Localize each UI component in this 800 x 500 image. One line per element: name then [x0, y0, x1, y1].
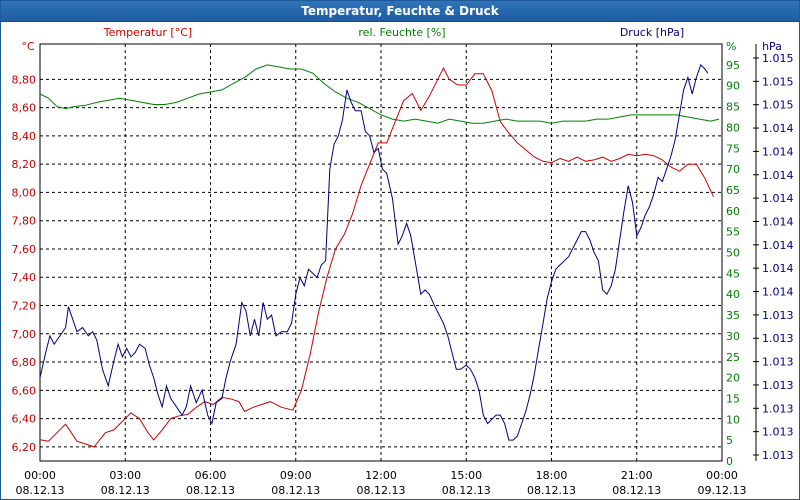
- x-tick-time: 00:00: [24, 469, 56, 482]
- humidity-tick-label: 95: [726, 59, 740, 72]
- pressure-tick-label: 1.014: [762, 145, 794, 158]
- x-tick-date: 08.12.13: [16, 484, 65, 497]
- pressure-tick-label: 1.013: [762, 449, 794, 462]
- temperature-tick-label: 6,60: [12, 384, 37, 397]
- pressure-tick-label: 1.014: [762, 215, 794, 228]
- series-line-humidity: [39, 64, 720, 124]
- humidity-tick-label: 40: [726, 288, 740, 301]
- pressure-tick-label: 1.013: [762, 332, 794, 345]
- humidity-tick-label: 80: [726, 121, 740, 134]
- x-tick-date: 08.12.13: [357, 484, 406, 497]
- humidity-tick-label: 0: [726, 455, 733, 468]
- pressure-tick-label: 1.013: [762, 356, 794, 369]
- x-tick-time: 09:00: [280, 469, 312, 482]
- humidity-tick-label: 75: [726, 142, 740, 155]
- pressure-tick-label: 1.014: [762, 192, 794, 205]
- pressure-tick-label: 1.015: [762, 52, 794, 65]
- temperature-tick-label: 6,40: [12, 413, 37, 426]
- series-line-temperature: [39, 66, 714, 448]
- x-tick-time: 15:00: [450, 469, 482, 482]
- temperature-tick-label: 7,60: [12, 243, 37, 256]
- humidity-tick-label: 15: [726, 392, 740, 405]
- humidity-tick-label: 25: [726, 351, 740, 364]
- temperature-tick-label: 7,20: [12, 300, 37, 313]
- pressure-tick-label: 1.013: [762, 402, 794, 415]
- pressure-unit: hPa: [762, 40, 782, 53]
- temperature-tick-label: 7,40: [12, 271, 37, 284]
- temperature-tick-label: 8,60: [12, 102, 37, 115]
- humidity-tick-label: 5: [726, 434, 733, 447]
- pressure-tick-label: 1.014: [762, 262, 794, 275]
- x-tick-date: 08.12.13: [101, 484, 150, 497]
- x-tick-time: 03:00: [109, 469, 141, 482]
- legend-temperature: Temperatur [°C]: [103, 26, 192, 39]
- pressure-tick-label: 1.015: [762, 75, 794, 88]
- pressure-tick-label: 1.013: [762, 426, 794, 439]
- x-tick-time: 06:00: [195, 469, 227, 482]
- temperature-tick-label: 8,00: [12, 186, 37, 199]
- x-tick-time: 00:00: [706, 469, 738, 482]
- humidity-unit: %: [726, 40, 736, 53]
- pressure-tick-label: 1.014: [762, 169, 794, 182]
- x-tick-date: 08.12.13: [527, 484, 576, 497]
- pressure-tick-label: 1.014: [762, 286, 794, 299]
- temperature-tick-label: 6,20: [12, 441, 37, 454]
- x-tick-date: 08.12.13: [442, 484, 491, 497]
- title-bar: Temperatur, Feuchte & Druck: [1, 1, 799, 22]
- pressure-tick-label: 1.014: [762, 239, 794, 252]
- humidity-tick-label: 55: [726, 226, 740, 239]
- plot-area: [39, 43, 723, 462]
- temperature-unit: °C: [21, 40, 35, 53]
- x-tick-date: 08.12.13: [271, 484, 320, 497]
- temperature-tick-label: 7,00: [12, 328, 37, 341]
- x-tick-time: 12:00: [365, 469, 397, 482]
- humidity-tick-label: 90: [726, 80, 740, 93]
- humidity-tick-label: 35: [726, 309, 740, 322]
- x-tick-date: 08.12.13: [612, 484, 661, 497]
- x-tick-date: 08.12.13: [186, 484, 235, 497]
- humidity-tick-label: 50: [726, 247, 740, 260]
- pressure-tick-label: 1.015: [762, 99, 794, 112]
- x-tick-time: 18:00: [536, 469, 568, 482]
- x-tick-date: 09.12.13: [698, 484, 747, 497]
- humidity-tick-label: 70: [726, 163, 740, 176]
- humidity-tick-label: 85: [726, 101, 740, 114]
- temperature-tick-label: 8,20: [12, 158, 37, 171]
- humidity-tick-label: 20: [726, 372, 740, 385]
- pressure-tick-label: 1.013: [762, 309, 794, 322]
- humidity-tick-label: 30: [726, 330, 740, 343]
- x-tick-time: 21:00: [621, 469, 653, 482]
- legend-pressure: Druck [hPa]: [620, 26, 684, 39]
- humidity-tick-label: 65: [726, 184, 740, 197]
- pressure-tick-label: 1.014: [762, 122, 794, 135]
- series-line-pressure: [39, 63, 709, 441]
- pressure-tick-label: 1.013: [762, 379, 794, 392]
- chart-title: Temperatur, Feuchte & Druck: [301, 4, 499, 18]
- temperature-tick-label: 8,80: [12, 73, 37, 86]
- humidity-tick-label: 45: [726, 267, 740, 280]
- temperature-tick-label: 7,80: [12, 215, 37, 228]
- temperature-tick-label: 8,40: [12, 130, 37, 143]
- humidity-tick-label: 60: [726, 205, 740, 218]
- legend-humidity: rel. Feuchte [%]: [358, 26, 445, 39]
- humidity-tick-label: 10: [726, 413, 740, 426]
- temperature-tick-label: 6,80: [12, 356, 37, 369]
